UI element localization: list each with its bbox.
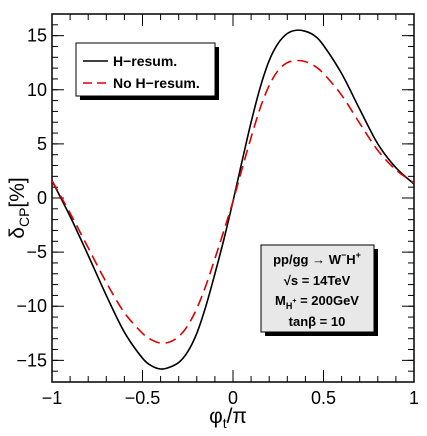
x-tick-label: 0 xyxy=(228,388,238,408)
y-tick-label: 15 xyxy=(27,26,47,46)
y-axis-label-subscript: CP xyxy=(16,208,32,227)
y-tick-label: −5 xyxy=(26,242,47,262)
axis-tick-labels: −1 −0.5 0 0.5 1 −15 −10 −5 0 5 10 15 xyxy=(16,26,419,408)
y-axis-label: δCP[%] xyxy=(6,177,32,239)
x-tick-label: 1 xyxy=(409,388,419,408)
legend-box xyxy=(75,42,216,97)
info-box xyxy=(260,244,375,333)
info-mass: MH+ = 200GeV xyxy=(275,293,359,311)
process-info-box: pp/gg → W−H+ √s = 14TeV MH+ = 200GeV tan… xyxy=(260,244,378,336)
legend: H−resum. No H−resum. xyxy=(75,42,219,100)
legend-label-no-h-resum: No H−resum. xyxy=(113,75,200,91)
info-tanbeta: tanβ = 10 xyxy=(289,314,346,329)
y-tick-label: −15 xyxy=(16,350,47,370)
info-process: pp/gg → W−H+ xyxy=(273,250,361,267)
y-tick-label: 5 xyxy=(37,134,47,154)
y-axis-label-rest: [%] xyxy=(6,177,29,207)
series-line-no-h-resum xyxy=(51,59,415,344)
x-axis-label-rest: /π xyxy=(227,405,247,428)
y-tick-label: 0 xyxy=(37,188,47,208)
series-curves xyxy=(51,29,415,370)
x-tick-label: 0.5 xyxy=(311,388,336,408)
x-axis-label: φt/π xyxy=(209,405,247,431)
legend-label-h-resum: H−resum. xyxy=(113,53,177,69)
y-tick-label: −10 xyxy=(16,296,47,316)
x-tick-label: −1 xyxy=(42,388,63,408)
y-tick-label: 10 xyxy=(27,80,47,100)
x-tick-label: −0.5 xyxy=(125,388,161,408)
x-axis-label-subscript: t xyxy=(223,415,227,431)
info-energy: √s = 14TeV xyxy=(284,273,351,288)
